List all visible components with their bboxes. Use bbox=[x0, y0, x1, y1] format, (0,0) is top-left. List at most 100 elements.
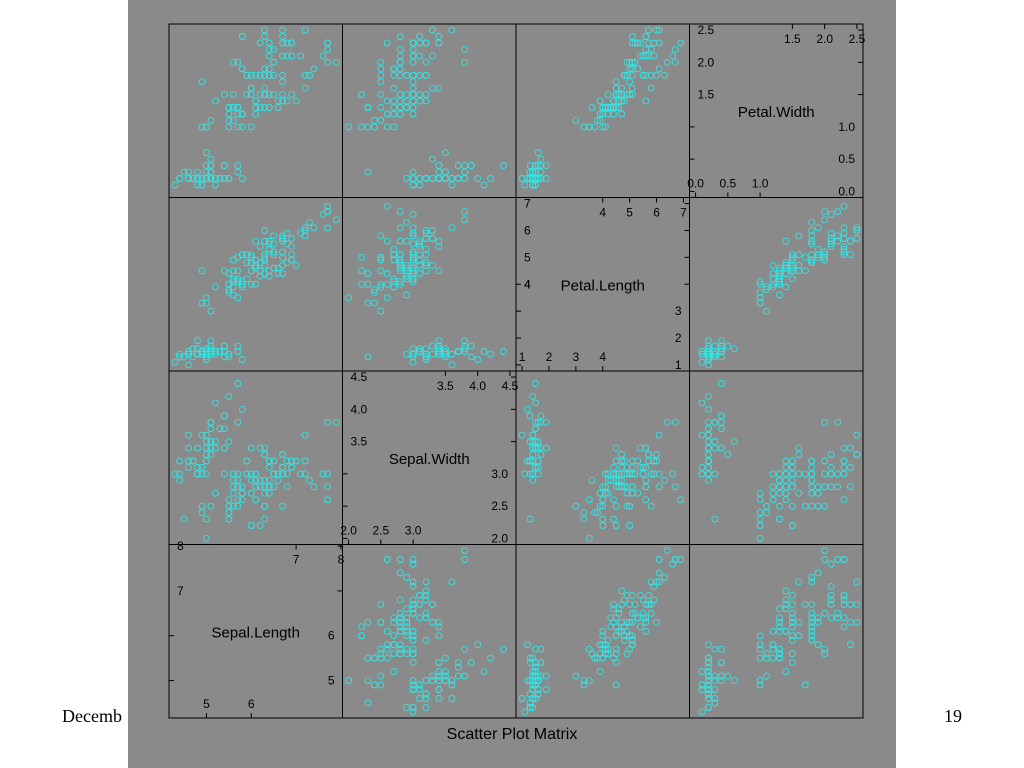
scatter-point bbox=[524, 175, 531, 182]
scatter-point bbox=[821, 502, 829, 510]
scatter-point bbox=[211, 399, 219, 407]
scatter-point bbox=[756, 294, 764, 302]
scatter-point bbox=[661, 476, 669, 484]
scatter-point bbox=[615, 91, 623, 99]
scatter-point bbox=[220, 175, 228, 182]
scatter-point bbox=[252, 237, 260, 245]
scatter-point bbox=[776, 502, 783, 510]
scatter-point bbox=[756, 509, 764, 517]
scatter-point bbox=[500, 348, 507, 355]
scatter-point bbox=[229, 267, 237, 275]
scatter-point bbox=[642, 483, 650, 491]
scatter-point bbox=[705, 654, 712, 662]
scatter-point bbox=[669, 52, 677, 60]
scatter-point bbox=[827, 210, 835, 218]
scatter-point bbox=[645, 52, 652, 60]
scatter-point bbox=[532, 175, 539, 182]
scatter-point bbox=[422, 677, 430, 685]
scatter-point bbox=[358, 253, 365, 261]
scatter-point bbox=[383, 641, 391, 649]
scatter-point bbox=[202, 175, 210, 182]
scatter-point bbox=[642, 627, 650, 635]
scatter-point bbox=[631, 470, 639, 478]
scatter-point bbox=[788, 463, 796, 471]
scatter-point bbox=[247, 123, 255, 131]
scatter-point bbox=[671, 45, 679, 53]
scatter-cell-petal-length-vs-sepal-length bbox=[518, 547, 685, 716]
scatter-point bbox=[435, 33, 443, 40]
scatter-point bbox=[416, 39, 424, 47]
scatter-point bbox=[283, 470, 291, 478]
scatter-point bbox=[653, 451, 660, 458]
diag-tick-label-left: 2.5 bbox=[698, 23, 715, 37]
scatter-point bbox=[853, 431, 861, 439]
scatter-point bbox=[610, 470, 617, 478]
scatter-point bbox=[234, 123, 242, 131]
scatter-point bbox=[306, 71, 313, 79]
scatter-point bbox=[265, 237, 273, 245]
scatter-point bbox=[705, 470, 712, 478]
scatter-point bbox=[655, 483, 663, 491]
scatter-point bbox=[788, 457, 796, 465]
scatter-point bbox=[526, 457, 534, 465]
scatter-point bbox=[601, 123, 609, 131]
scatter-point bbox=[655, 470, 663, 478]
scatter-point bbox=[612, 104, 620, 111]
scatter-point bbox=[429, 600, 436, 608]
scatter-point bbox=[776, 515, 783, 523]
scatter-point bbox=[211, 175, 219, 182]
scatter-point bbox=[383, 294, 391, 302]
scatter-point bbox=[698, 708, 706, 716]
scatter-point bbox=[261, 451, 269, 458]
scatter-point bbox=[441, 677, 449, 685]
scatter-point bbox=[840, 444, 848, 452]
scatter-point bbox=[821, 208, 829, 216]
scatter-point bbox=[409, 278, 417, 286]
scatter-point bbox=[705, 361, 712, 369]
scatter-point bbox=[776, 267, 783, 275]
scatter-point bbox=[396, 65, 404, 73]
scatter-point bbox=[461, 168, 469, 176]
scatter-point bbox=[390, 65, 398, 73]
scatter-point bbox=[821, 645, 829, 653]
scatter-point bbox=[542, 418, 550, 426]
scatter-point bbox=[225, 286, 233, 294]
scatter-point bbox=[274, 270, 282, 277]
diag-tick-label-left: 4.0 bbox=[351, 402, 368, 416]
scatter-point bbox=[189, 175, 197, 182]
scatter-point bbox=[500, 162, 507, 170]
scatter-point bbox=[194, 470, 201, 478]
scatter-point bbox=[301, 227, 309, 234]
scatter-point bbox=[409, 345, 417, 353]
scatter-point bbox=[650, 582, 658, 590]
scatter-point bbox=[238, 65, 246, 73]
scatter-point bbox=[788, 591, 796, 599]
scatter-point bbox=[448, 350, 456, 358]
scatter-point bbox=[171, 181, 179, 189]
scatter-point bbox=[840, 457, 848, 465]
scatter-point bbox=[615, 97, 623, 105]
scatter-point bbox=[396, 259, 404, 267]
scatter-point bbox=[521, 708, 529, 716]
scatter-point bbox=[480, 348, 488, 355]
scatter-point bbox=[827, 483, 835, 491]
scatter-point bbox=[814, 483, 822, 491]
scatter-point bbox=[377, 618, 385, 626]
scatter-point bbox=[618, 483, 626, 491]
scatter-point bbox=[618, 110, 626, 118]
scatter-point bbox=[261, 26, 269, 34]
scatter-point bbox=[840, 556, 848, 563]
scatter-point bbox=[580, 515, 588, 523]
scatter-point bbox=[788, 659, 796, 667]
scatter-point bbox=[189, 345, 197, 353]
scatter-point bbox=[207, 418, 215, 426]
scatter-point bbox=[207, 175, 215, 182]
scatter-point bbox=[396, 237, 404, 245]
scatter-point bbox=[279, 237, 287, 245]
scatter-point bbox=[383, 202, 391, 210]
scatter-point bbox=[650, 457, 658, 465]
scatter-point bbox=[642, 463, 650, 471]
slide-footer-date: Decemb bbox=[62, 706, 122, 726]
scatter-point bbox=[631, 609, 639, 617]
scatter-point bbox=[756, 489, 764, 497]
